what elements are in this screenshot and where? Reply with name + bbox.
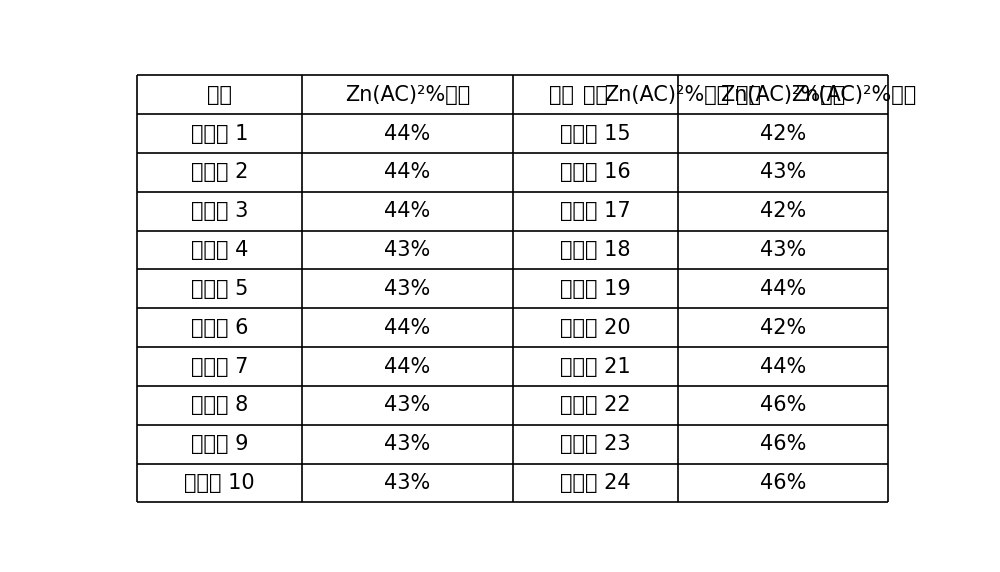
Text: Zn(AC)²%的值: Zn(AC)²%的值 <box>792 85 917 105</box>
Text: 应用例 6: 应用例 6 <box>191 317 248 337</box>
Text: 应用例 7: 应用例 7 <box>191 356 248 376</box>
Text: 应用例 16: 应用例 16 <box>560 162 631 182</box>
Text: 应用例 20: 应用例 20 <box>560 317 631 337</box>
Text: 应用例 8: 应用例 8 <box>191 395 248 415</box>
Text: 应用例 17: 应用例 17 <box>560 201 631 221</box>
Text: 44%: 44% <box>384 317 430 337</box>
Text: Zn(AC)²%的值: Zn(AC)²%的值 <box>721 85 846 105</box>
Text: 44%: 44% <box>384 162 430 182</box>
Text: Zn(AC)²%的值: Zn(AC)²%的值 <box>345 85 470 105</box>
Text: 应用例 1: 应用例 1 <box>191 124 248 144</box>
Text: 42%: 42% <box>760 317 806 337</box>
Text: 43%: 43% <box>384 240 430 260</box>
Text: 应用例 15: 应用例 15 <box>560 124 631 144</box>
Text: 44%: 44% <box>760 356 806 376</box>
Text: 44%: 44% <box>384 201 430 221</box>
Text: 应用例 10: 应用例 10 <box>184 473 255 493</box>
Text: 43%: 43% <box>384 434 430 454</box>
Text: 应用例 3: 应用例 3 <box>191 201 248 221</box>
Text: 44%: 44% <box>760 279 806 299</box>
Text: 43%: 43% <box>760 162 806 182</box>
Text: 43%: 43% <box>760 240 806 260</box>
Text: 应用例 23: 应用例 23 <box>560 434 631 454</box>
Text: 44%: 44% <box>384 124 430 144</box>
Text: 组别: 组别 <box>207 85 232 105</box>
Text: 46%: 46% <box>760 434 806 454</box>
Text: 43%: 43% <box>384 395 430 415</box>
Text: 46%: 46% <box>760 473 806 493</box>
Text: 应用例 22: 应用例 22 <box>560 395 631 415</box>
Text: 应用例 2: 应用例 2 <box>191 162 248 182</box>
Text: 应用例 21: 应用例 21 <box>560 356 631 376</box>
Text: 42%: 42% <box>760 124 806 144</box>
Text: 42%: 42% <box>760 201 806 221</box>
Text: 应用例 9: 应用例 9 <box>191 434 248 454</box>
Text: 应用例 24: 应用例 24 <box>560 473 631 493</box>
Text: Zn(AC)²%的值: Zn(AC)²%的值 <box>604 85 729 105</box>
Text: 组别: 组别 <box>583 85 608 105</box>
Text: 43%: 43% <box>384 473 430 493</box>
Text: 应用例 4: 应用例 4 <box>191 240 248 260</box>
Text: 应用例 18: 应用例 18 <box>560 240 630 260</box>
Text: 44%: 44% <box>384 356 430 376</box>
Text: 46%: 46% <box>760 395 806 415</box>
Text: 应用例 5: 应用例 5 <box>191 279 248 299</box>
Text: 43%: 43% <box>384 279 430 299</box>
Text: 组别: 组别 <box>736 85 761 105</box>
Text: 组别: 组别 <box>549 85 574 105</box>
Text: 应用例 19: 应用例 19 <box>560 279 631 299</box>
